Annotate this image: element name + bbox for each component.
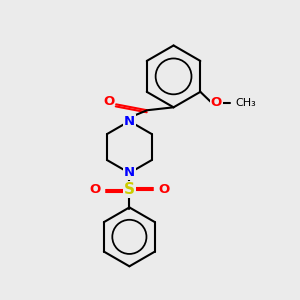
Text: O: O xyxy=(211,96,222,110)
Text: O: O xyxy=(89,183,100,196)
Text: O: O xyxy=(158,183,169,196)
Text: N: N xyxy=(124,167,135,179)
Text: CH₃: CH₃ xyxy=(236,98,256,108)
Text: O: O xyxy=(103,95,114,108)
Text: N: N xyxy=(124,115,135,128)
Text: S: S xyxy=(124,182,135,197)
